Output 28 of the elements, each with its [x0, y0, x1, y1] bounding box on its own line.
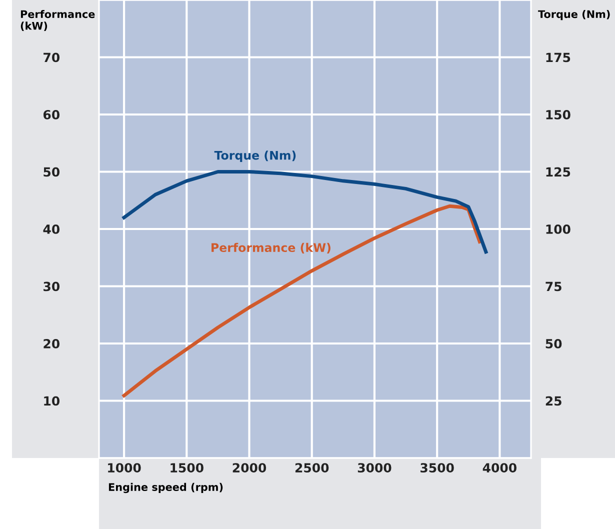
- line-series: [122, 204, 482, 398]
- x-tick-label: 2000: [232, 463, 266, 473]
- y-tick-label: 30: [44, 282, 60, 292]
- x-axis-title: Engine speed (rpm): [108, 482, 223, 494]
- x-tick-label: 4000: [482, 463, 516, 473]
- y2-tick-label: 25: [546, 396, 562, 406]
- x-tick-label: 3500: [420, 463, 454, 473]
- y2-tick-label: 100: [546, 224, 570, 234]
- y2-tick-label: 175: [546, 52, 570, 62]
- y-tick-label: 40: [43, 224, 60, 234]
- y-tick-label: 70: [44, 52, 60, 62]
- y-tick-label: 50: [44, 167, 60, 177]
- x-tick-label: 1000: [108, 463, 141, 473]
- series-label: Performance (kW): [212, 242, 330, 254]
- series-label: Torque (Nm): [214, 150, 296, 162]
- y2-tick-label: 150: [546, 110, 570, 120]
- y-tick-label: 20: [44, 338, 60, 348]
- y2-tick-label: 75: [546, 282, 562, 292]
- y-tick-label: 60: [43, 110, 60, 120]
- line-series: [122, 170, 488, 254]
- y-tick-label: 10: [44, 396, 60, 406]
- y-axis-title: Performance (kW): [20, 10, 95, 31]
- x-tick-label: 2500: [295, 463, 329, 473]
- x-tick-label: 3000: [358, 463, 392, 473]
- y2-tick-label: 50: [546, 338, 562, 348]
- y2-tick-label: 125: [546, 167, 570, 177]
- x-tick-label: 1500: [170, 463, 204, 473]
- y2-axis-title: Torque (Nm): [538, 10, 610, 20]
